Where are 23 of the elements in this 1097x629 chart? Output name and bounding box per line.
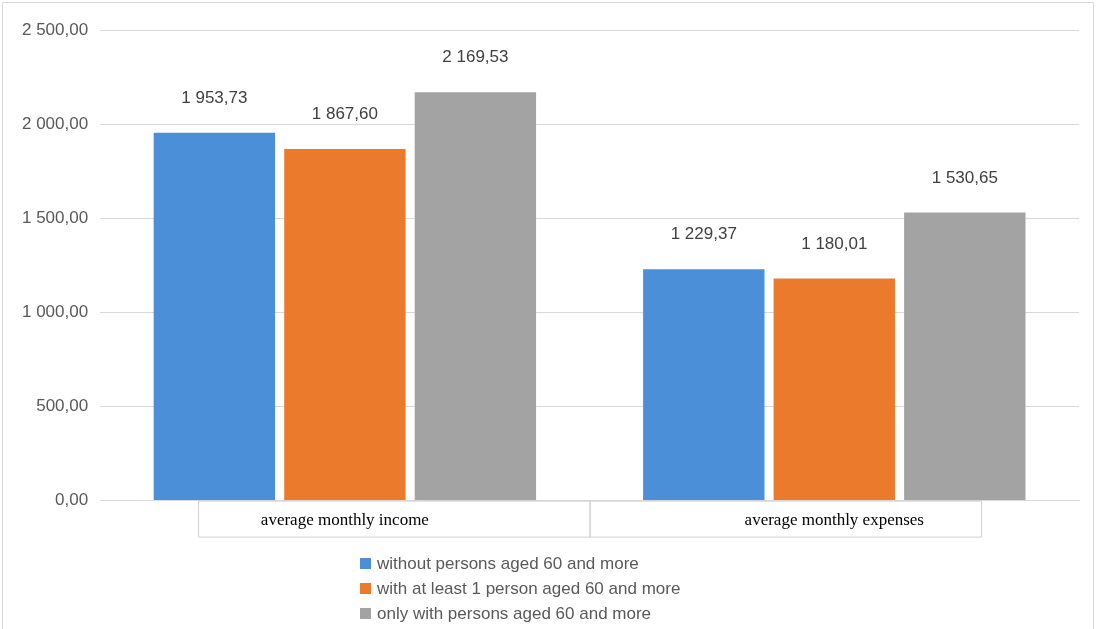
y-tick-label: 1 500,00 [21, 207, 89, 227]
data-label: 2 169,53 [442, 47, 509, 67]
bar [773, 278, 895, 501]
data-label: 1 867,60 [311, 104, 378, 124]
x-tick-label: average monthly expenses [744, 510, 924, 530]
data-label: 1 180,01 [801, 233, 868, 253]
data-label: 1 229,37 [670, 224, 737, 244]
bar [153, 132, 276, 501]
bar [414, 92, 537, 501]
x-tick-label: average monthly income [260, 510, 429, 530]
bar [284, 149, 406, 501]
legend-label: with at least 1 person aged 60 and more [376, 578, 681, 600]
y-tick-label: 500,00 [36, 396, 89, 416]
y-tick-label: 2 000,00 [21, 113, 89, 133]
bar [904, 212, 1026, 501]
legend-label: only with persons aged 60 and more [376, 603, 653, 625]
data-label: 1 953,73 [181, 88, 248, 108]
y-tick-label: 2 500,00 [21, 19, 89, 39]
y-tick-label: 0,00 [55, 490, 89, 510]
bar [643, 269, 765, 501]
data-label: 1 530,65 [931, 167, 998, 187]
y-tick-label: 1 000,00 [21, 302, 89, 322]
legend-label: without persons aged 60 and more [376, 553, 640, 575]
